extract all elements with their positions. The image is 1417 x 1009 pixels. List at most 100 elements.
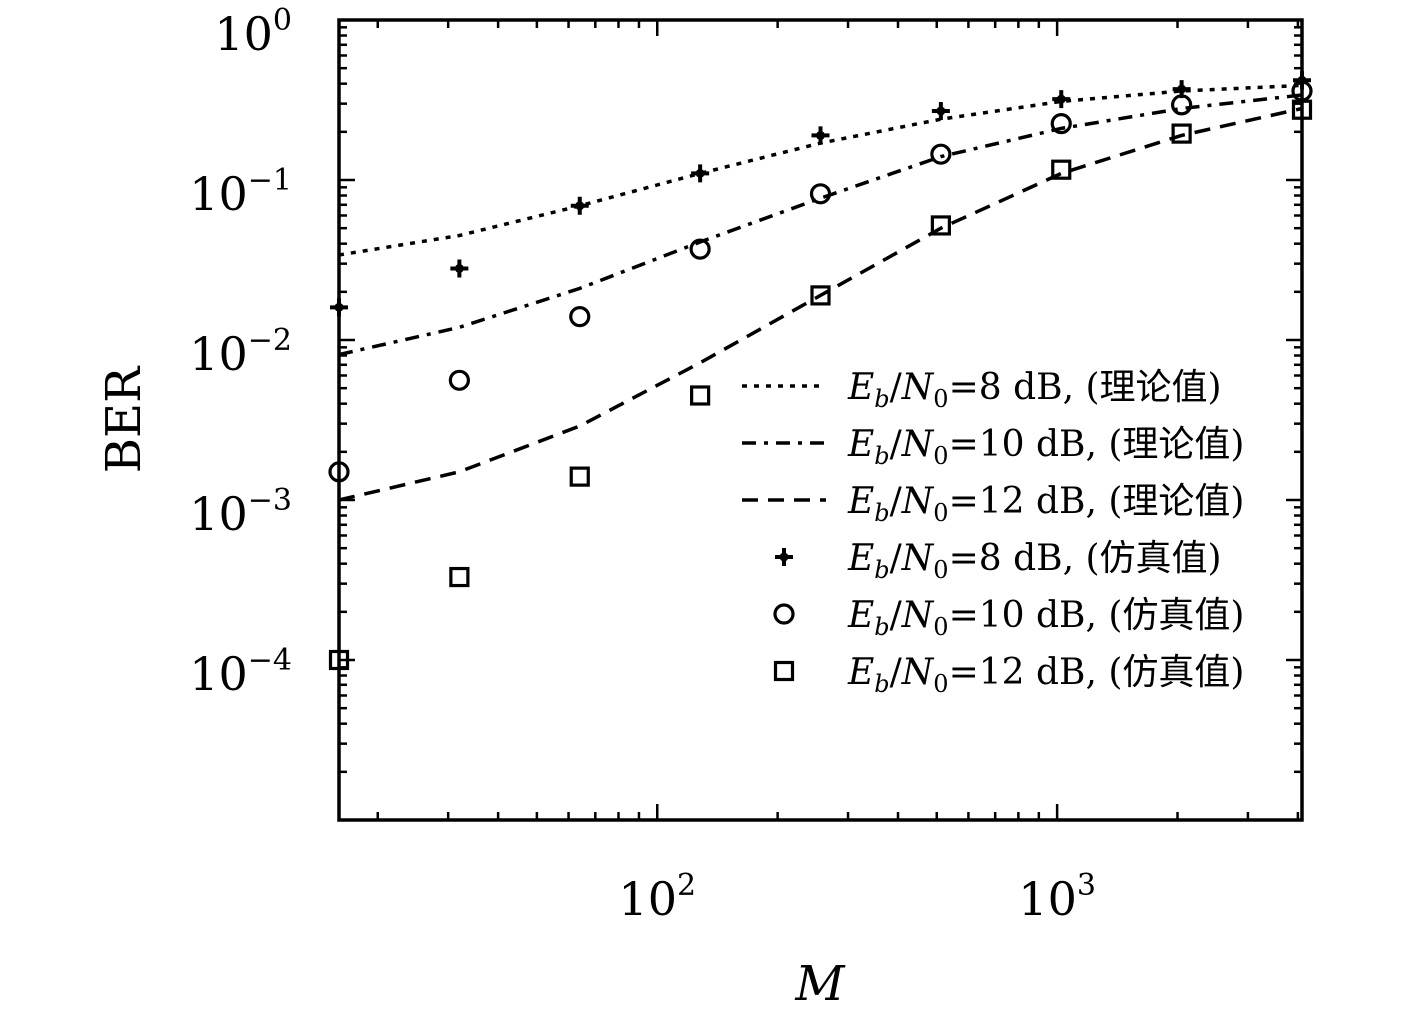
plot-frame [337,18,1304,822]
data-point-s3-4 [811,126,830,145]
legend-E: E [847,595,874,636]
legend-E: E [847,652,874,693]
legend: Eb/N0=8 dB, (理论值)Eb/N0=10 dB, (理论值)Eb/N0… [742,367,1244,698]
legend-label-2: Eb/N0=12 dB, (理论值) [847,481,1244,527]
y-tick-label-exp: −2 [248,323,292,358]
y-tick-label: 10−3 [189,483,292,541]
y-tick-label-exp: −3 [248,483,292,518]
data-point-s3-1 [450,259,469,278]
data-point-s3-6 [1052,90,1071,109]
data-point-s4-7 [1171,94,1193,116]
data-point-s5-7 [1171,123,1192,144]
legend-label-4: Eb/N0=10 dB, (仿真值) [847,595,1244,641]
data-point-s4-3 [689,238,711,260]
legend-sub-0: 0 [933,613,948,641]
legend-slash: / [890,367,903,408]
data-point-s4-5 [930,143,952,165]
data-point-s3-4-dot [816,130,825,140]
y-tick-label-base: 10 [214,7,273,61]
legend-E: E [847,481,874,522]
y-tick-label-base: 10 [189,487,248,541]
legend-slash: / [890,652,903,693]
legend-sub-b: b [874,556,889,584]
legend-rest: =12 dB, (理论值) [949,481,1245,522]
legend-label-5: Eb/N0=12 dB, (仿真值) [847,652,1244,698]
legend-sub-b: b [874,613,889,641]
legend-E: E [847,424,874,465]
data-point-s3-2 [570,196,589,215]
y-tick-label-exp: −1 [248,163,292,198]
x-tick-label-exp: 2 [677,868,696,903]
legend-slash: / [890,424,903,465]
legend-sub-b: b [874,442,889,470]
legend-N: N [901,538,935,579]
legend-slash: / [890,538,903,579]
legend-sub-0: 0 [933,556,948,584]
legend-marker-3-dot [779,552,789,562]
legend-sub-0: 0 [933,385,948,413]
y-tick-label: 10−1 [189,163,292,221]
legend-rest: =8 dB, (理论值) [949,367,1222,408]
data-point-s5-2 [569,466,590,487]
legend-sub-b: b [874,670,889,698]
data-point-s4-1 [448,369,470,391]
legend-E: E [847,367,874,408]
legend-N: N [901,367,935,408]
legend-N: N [901,595,935,636]
y-tick-label-base: 10 [189,647,248,701]
data-point-s5-1 [449,566,470,588]
legend-label-1: Eb/N0=10 dB, (理论值) [847,424,1244,470]
y-axis-title: BER [96,365,152,473]
data-point-s4-4 [809,183,832,205]
x-tick-label-base: 10 [618,872,677,926]
legend-N: N [901,652,935,693]
y-tick-label-exp: −4 [248,643,292,678]
legend-sub-0: 0 [933,670,948,698]
data-point-s5-3 [690,385,711,406]
data-point-s3-7-dot [1177,84,1187,94]
legend-label-3: Eb/N0=8 dB, (仿真值) [847,538,1222,584]
x-tick-label-base: 10 [1018,872,1077,926]
y-tick-label: 10−2 [189,323,292,381]
data-point-s4-6 [1050,113,1072,135]
data-point-s3-3-dot [695,168,705,178]
plot-area [328,71,1313,671]
data-point-s3-5 [931,101,950,120]
series-line-2 [338,106,1303,502]
legend-label-0: Eb/N0=8 dB, (理论值) [847,367,1222,413]
legend-rest: =10 dB, (仿真值) [949,595,1245,636]
y-tick-label-base: 10 [189,327,248,381]
x-axis-title: M [794,956,846,1009]
data-point-s5-5 [930,215,951,236]
legend-sub-0: 0 [933,499,948,527]
data-point-s5-6 [1051,159,1072,180]
legend-rest: =8 dB, (仿真值) [949,538,1222,579]
legend-marker-3 [775,548,793,566]
legend-sub-0: 0 [933,442,948,470]
x-tick-label: 102 [618,868,696,926]
y-tick-label-exp: 0 [273,3,292,38]
data-point-s3-5-dot [936,106,946,116]
y-tick-label: 10−4 [189,643,292,701]
legend-slash: / [890,595,903,636]
legend-sub-b: b [874,385,889,413]
data-point-s4-2 [569,306,591,328]
data-point-s3-3 [691,164,710,183]
x-tick-label-exp: 3 [1077,868,1096,903]
data-point-s3-6-dot [1056,94,1066,104]
legend-rest: =10 dB, (理论值) [949,424,1245,465]
data-point-s5-4 [810,285,831,306]
legend-N: N [901,424,935,465]
legend-N: N [901,481,935,522]
x-tick-label: 103 [1018,868,1096,926]
legend-slash: / [890,481,903,522]
y-tick-label-base: 10 [189,167,248,221]
legend-marker-5 [773,660,795,682]
legend-rest: =12 dB, (仿真值) [949,652,1245,693]
data-point-s3-1-dot [454,263,464,273]
legend-E: E [847,538,874,579]
y-tick-label: 100 [214,3,292,61]
series-line-1 [338,93,1303,357]
